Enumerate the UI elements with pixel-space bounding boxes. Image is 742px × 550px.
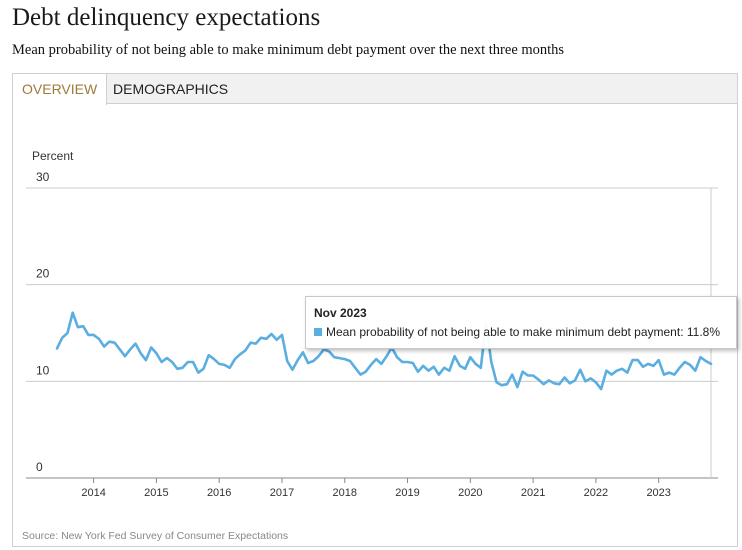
tab-bar: OVERVIEW DEMOGRAPHICS bbox=[13, 74, 737, 105]
y-tick-label-0: 0 bbox=[36, 460, 43, 474]
y-tick-label-10: 10 bbox=[36, 363, 50, 377]
tooltip-value: Mean probability of not being able to ma… bbox=[326, 325, 720, 339]
y-tick-label-20: 20 bbox=[36, 267, 50, 281]
page-title: Debt delinquency expectations bbox=[12, 4, 321, 31]
tab-overview[interactable]: OVERVIEW bbox=[13, 74, 108, 105]
page-subtitle: Mean probability of not being able to ma… bbox=[12, 42, 565, 58]
x-tick-label-2015: 2015 bbox=[144, 487, 168, 499]
y-tick-label-30: 30 bbox=[36, 170, 50, 184]
x-tick-label-2017: 2017 bbox=[270, 487, 294, 499]
tooltip-series-swatch bbox=[314, 328, 322, 336]
y-axis-label: Percent bbox=[32, 149, 74, 163]
x-tick-label-2020: 2020 bbox=[458, 487, 482, 499]
gridlines bbox=[26, 187, 718, 479]
x-tick-label-2021: 2021 bbox=[521, 487, 545, 499]
series-line-debt-delinquency[interactable] bbox=[55, 311, 713, 391]
x-tick-label-2016: 2016 bbox=[207, 487, 231, 499]
x-tick-label-2019: 2019 bbox=[395, 487, 419, 499]
tooltip-date: Nov 2023 bbox=[314, 306, 367, 320]
tooltip: Nov 2023 Mean probability of not being a… bbox=[305, 296, 737, 349]
tooltip-row: Mean probability of not being able to ma… bbox=[314, 325, 720, 339]
x-tick-label-2022: 2022 bbox=[584, 487, 608, 499]
source-note: Source: New York Fed Survey of Consumer … bbox=[22, 530, 289, 542]
x-tick-label-2014: 2014 bbox=[81, 487, 105, 499]
x-tick-label-2023: 2023 bbox=[646, 487, 670, 499]
x-tick-label-2018: 2018 bbox=[333, 487, 357, 499]
y-tick-labels: 0 10 20 30 bbox=[36, 170, 50, 474]
x-tick-labels: 2014 2015 2016 2017 2018 2019 2020 2021 2022 2023 bbox=[81, 478, 671, 499]
tab-demographics[interactable]: DEMOGRAPHICS bbox=[113, 81, 229, 97]
